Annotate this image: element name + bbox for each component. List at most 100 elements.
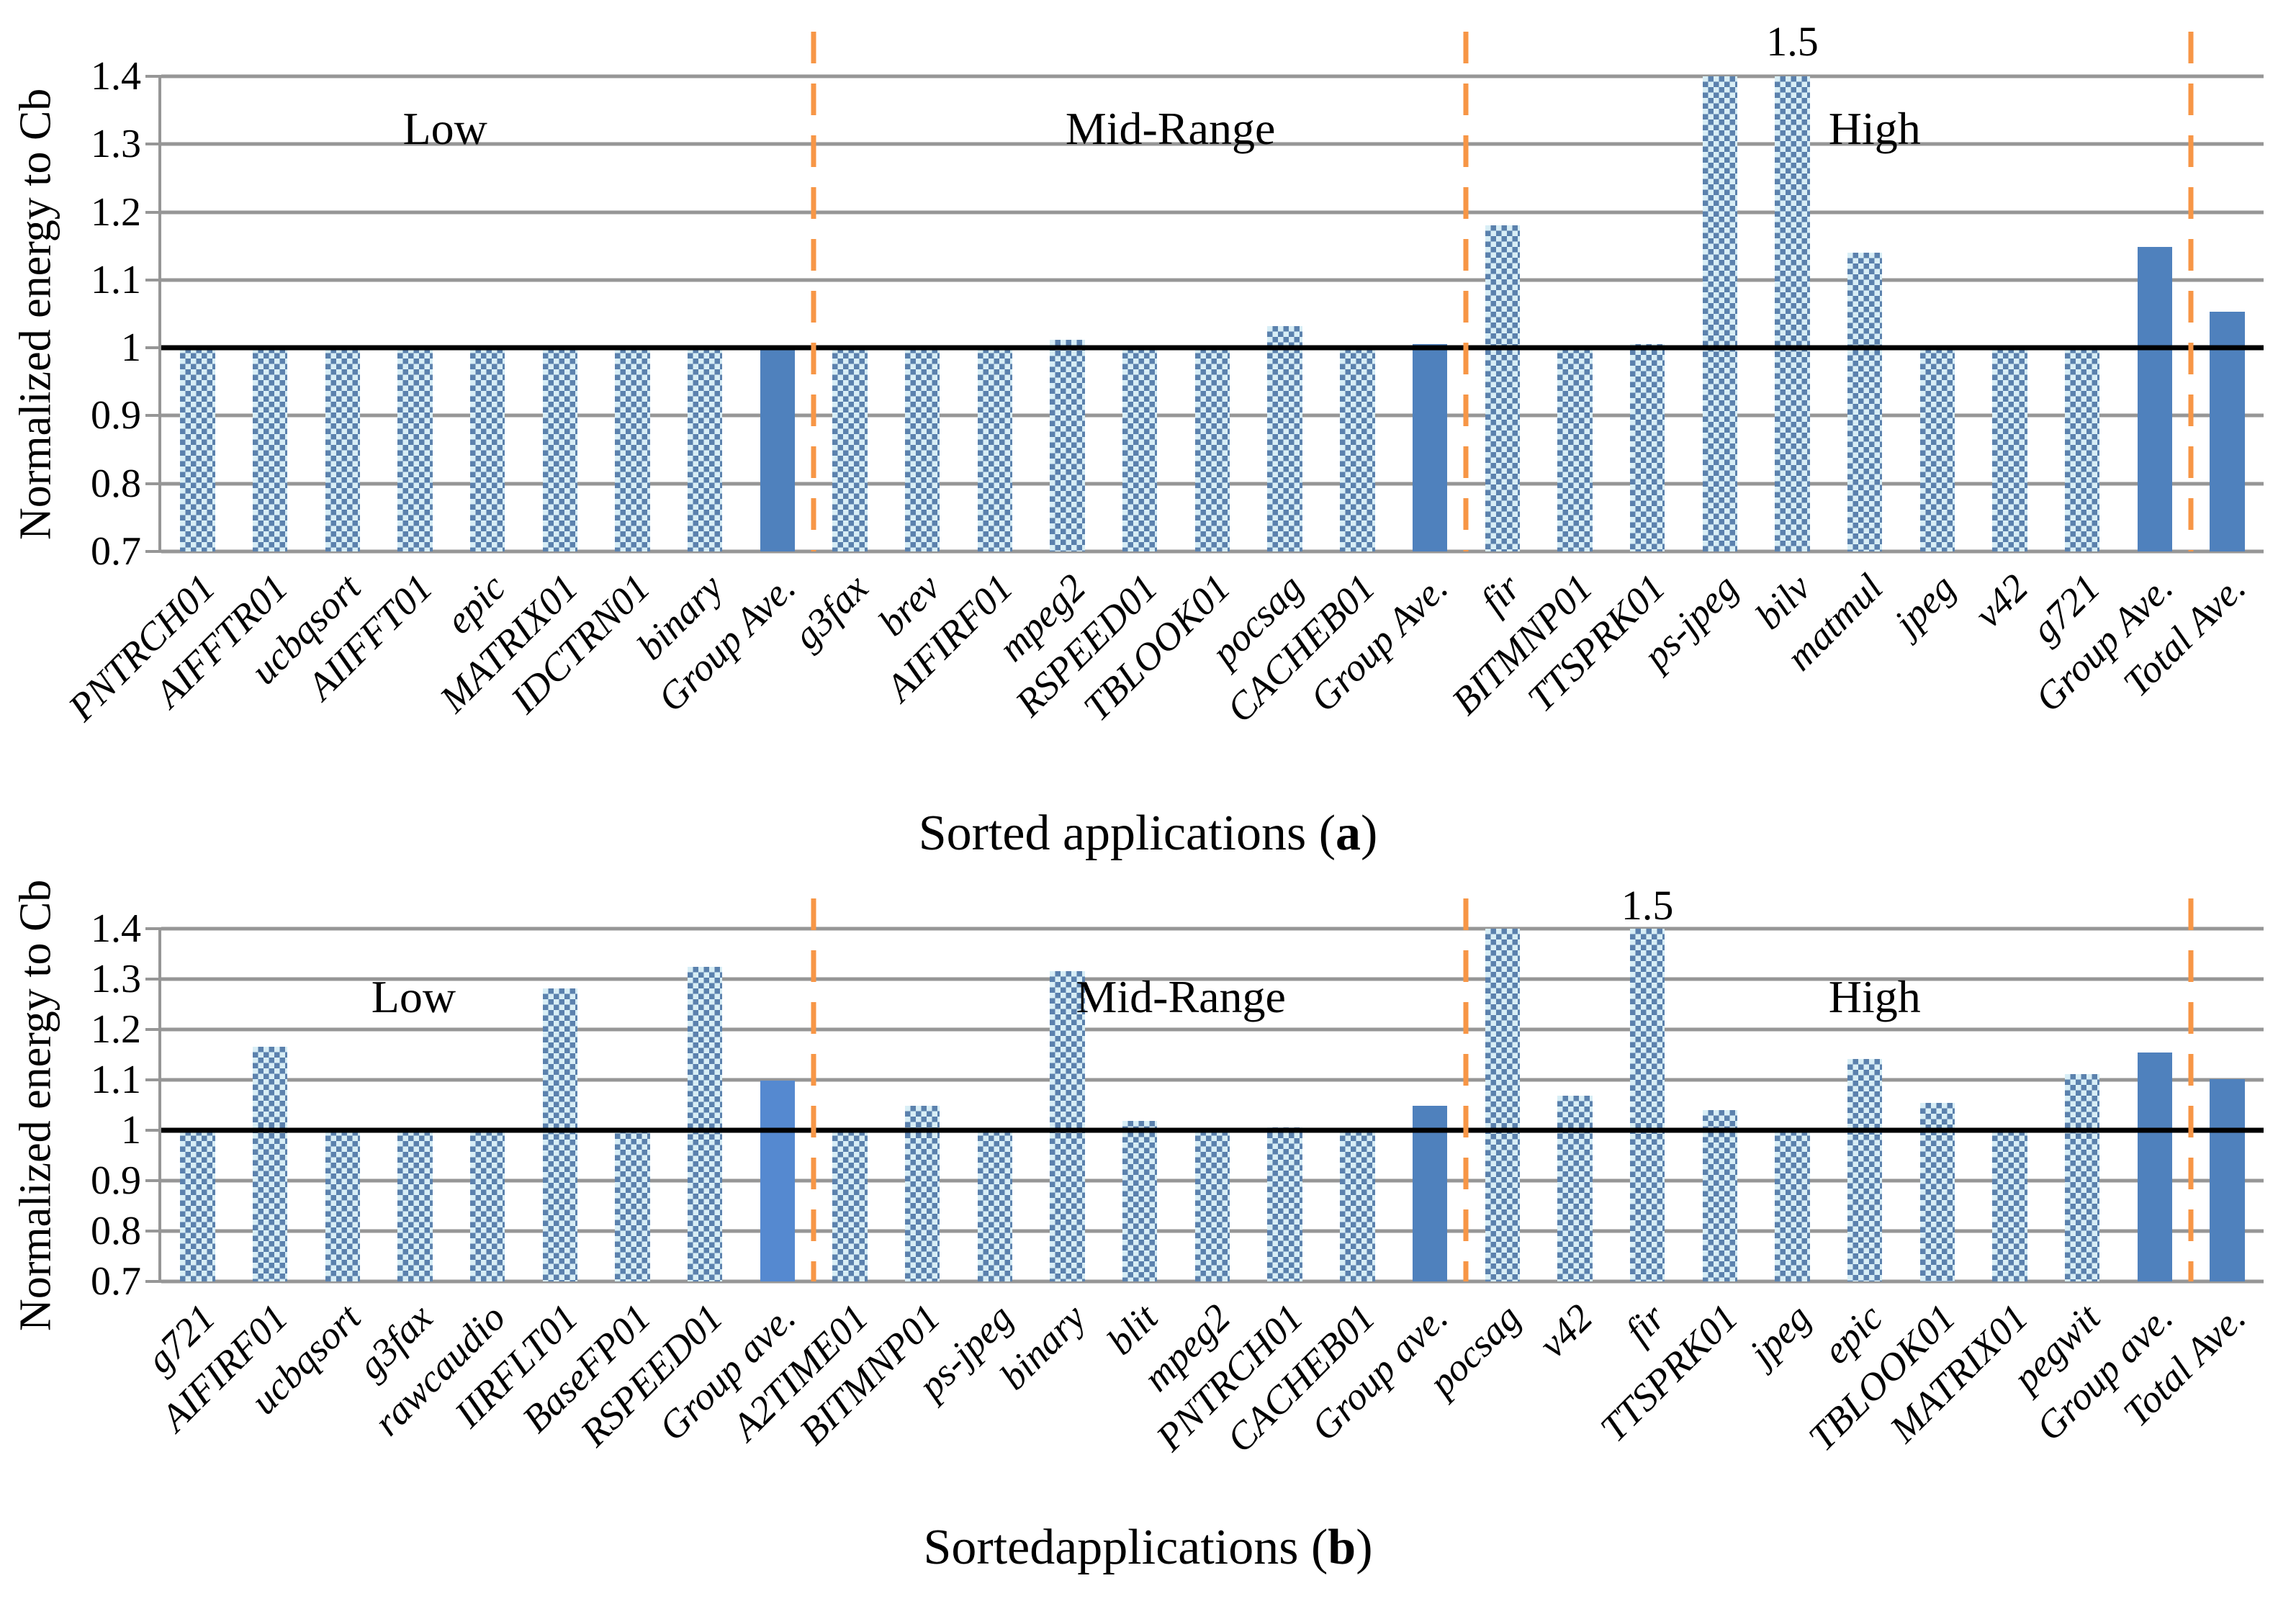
bar xyxy=(1412,1106,1448,1281)
bar xyxy=(1629,929,1665,1281)
bar-slot xyxy=(814,76,886,551)
bar xyxy=(469,1130,505,1281)
y-tick-mark xyxy=(145,143,161,146)
y-tick-label: 0.9 xyxy=(91,393,141,438)
bar xyxy=(1340,1130,1375,1281)
x-tick-label: fir xyxy=(1472,565,1529,623)
group-separator-line xyxy=(811,32,816,551)
y-tick-mark xyxy=(145,978,161,981)
gridline xyxy=(161,1078,2264,1082)
bar xyxy=(760,1081,795,1281)
bar xyxy=(1775,76,1810,551)
y-tick-label: 1.4 xyxy=(91,54,141,99)
x-axis-title-a-close: ) xyxy=(1361,806,1378,861)
group-separator-line xyxy=(1463,898,1469,1281)
gridline xyxy=(161,927,2264,931)
bar xyxy=(1194,348,1230,551)
x-axis-title-a-text: Sorted applications ( xyxy=(918,806,1336,861)
bar xyxy=(2210,312,2245,551)
bar-slot xyxy=(1539,76,1611,551)
bar-slot xyxy=(1901,929,1974,1281)
group-separator-line xyxy=(2188,32,2194,551)
bar xyxy=(1050,339,1085,551)
bar-slot xyxy=(1829,76,1901,551)
bar-slot xyxy=(2046,76,2119,551)
bar-slot xyxy=(1394,929,1467,1281)
bar-slot xyxy=(1466,76,1539,551)
bar xyxy=(1267,325,1302,551)
x-axis-title-b-close: ) xyxy=(1356,1520,1373,1575)
x-tick-label: g3fax xyxy=(784,565,876,658)
bar-series xyxy=(161,929,2264,1281)
bar xyxy=(1919,1103,1955,1281)
bar xyxy=(977,348,1013,551)
bar xyxy=(1122,348,1158,551)
bar xyxy=(1485,225,1520,551)
y-tick-label: 1.4 xyxy=(91,906,141,951)
y-tick-mark xyxy=(145,346,161,350)
bar xyxy=(1847,253,1883,551)
value-annotation: 1.5 xyxy=(1621,882,1674,929)
bar-slot xyxy=(1611,929,1684,1281)
value-annotation: 1.5 xyxy=(1766,18,1819,65)
bar xyxy=(1992,1130,2027,1281)
y-axis-ticks-a: 1.4 1.3 1.2 1.1 1 0.9 0.8 0.7 xyxy=(29,56,141,572)
bar xyxy=(1194,1130,1230,1281)
bar xyxy=(1267,1127,1302,1281)
bar xyxy=(180,1130,215,1281)
bar xyxy=(325,348,360,551)
bar-series xyxy=(161,76,2264,551)
bar-slot xyxy=(451,76,524,551)
y-tick-mark xyxy=(145,1078,161,1081)
x-axis-title-b-panel-letter: b xyxy=(1328,1520,1356,1575)
bar-slot xyxy=(596,76,669,551)
y-tick-label: 0.8 xyxy=(91,461,141,506)
gridline xyxy=(161,142,2264,146)
x-axis-title-b-text: Sortedapplications ( xyxy=(923,1520,1328,1575)
bar xyxy=(977,1130,1013,1281)
gridline xyxy=(161,210,2264,215)
x-axis-labels-a: PNTRCH01 AIFFTR01 ucbqsort AIIFFT01 epic MATR… xyxy=(60,551,2261,811)
group-separator-line xyxy=(1463,32,1469,551)
bar-slot xyxy=(523,76,596,551)
bar-slot xyxy=(1611,76,1684,551)
bar-slot xyxy=(2046,929,2119,1281)
bar-slot xyxy=(1756,76,1829,551)
bar xyxy=(1485,929,1520,1281)
y-tick-label: 0.7 xyxy=(91,529,141,574)
bar xyxy=(832,1130,868,1281)
bar-slot xyxy=(2191,929,2264,1281)
plot-area-b: Low Mid-Range High 1.5 xyxy=(145,882,2264,1284)
gridline xyxy=(161,74,2264,78)
bar xyxy=(687,967,723,1281)
bar xyxy=(1050,970,1085,1281)
y-tick-mark xyxy=(145,1129,161,1132)
y-tick-label: 0.8 xyxy=(91,1209,141,1253)
bar xyxy=(542,988,577,1281)
bar-slot xyxy=(161,929,234,1281)
y-tick-label: 0.7 xyxy=(91,1259,141,1304)
bar xyxy=(397,348,433,551)
bar-slot xyxy=(379,929,451,1281)
gridline xyxy=(161,977,2264,981)
bar-slot xyxy=(1756,929,1829,1281)
bar-slot xyxy=(2119,929,2192,1281)
bar-slot xyxy=(1683,76,1756,551)
bar xyxy=(252,348,288,551)
bar xyxy=(397,1130,433,1281)
x-axis-title-b: Sortedapplications (b) xyxy=(0,1519,2296,1577)
y-tick-mark xyxy=(145,1280,161,1283)
y-tick-mark xyxy=(145,1028,161,1031)
bar xyxy=(1992,348,2027,551)
gridline xyxy=(161,1279,2264,1284)
bar-slot xyxy=(1176,76,1249,551)
bar xyxy=(1919,348,1955,551)
bar xyxy=(687,348,723,551)
bar xyxy=(1412,344,1448,551)
x-axis-title-a: Sorted applications (a) xyxy=(0,805,2296,862)
bar-slot xyxy=(959,76,1032,551)
bar-slot xyxy=(161,76,234,551)
gridline xyxy=(161,1027,2264,1032)
bar-slot xyxy=(2191,76,2264,551)
bar-slot xyxy=(306,929,379,1281)
